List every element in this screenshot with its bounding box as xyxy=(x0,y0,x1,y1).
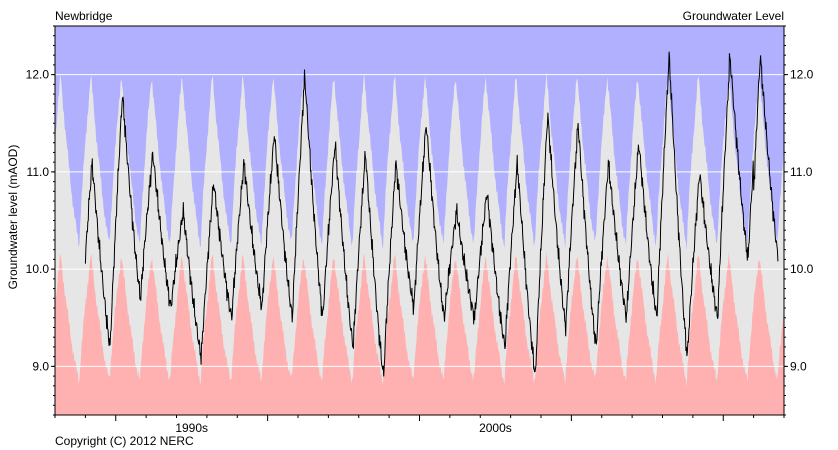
plot-area xyxy=(55,26,784,415)
y-tick-label-left: 12.0 xyxy=(26,68,50,82)
site-name-title: Newbridge xyxy=(55,9,113,23)
chart-type-title: Groundwater Level xyxy=(683,9,784,23)
y-tick-label-right: 10.0 xyxy=(790,262,814,276)
y-tick-label-right: 11.0 xyxy=(790,165,813,179)
y-axis-label: Groundwater level (mAOD) xyxy=(6,145,20,290)
level-series xyxy=(84,51,779,377)
y-tick-label-left: 11.0 xyxy=(27,165,50,179)
y-tick-label-right: 12.0 xyxy=(790,68,814,82)
below-min-band xyxy=(55,250,784,415)
y-tick-label-left: 9.0 xyxy=(32,359,49,373)
x-decade-label: 1990s xyxy=(175,421,208,435)
y-tick-label-right: 9.0 xyxy=(790,359,807,373)
x-decade-label: 2000s xyxy=(479,421,512,435)
grid-lines xyxy=(55,74,784,367)
above-max-band xyxy=(55,26,784,251)
axis-ticks: 9.0 9.0 10.0 10.0 11.0 11.0 12.0 12.0 1990s 2000s xyxy=(26,25,814,435)
copyright-text: Copyright (C) 2012 NERC xyxy=(55,434,194,448)
y-tick-label-left: 10.0 xyxy=(26,262,50,276)
groundwater-level-line xyxy=(84,51,779,377)
